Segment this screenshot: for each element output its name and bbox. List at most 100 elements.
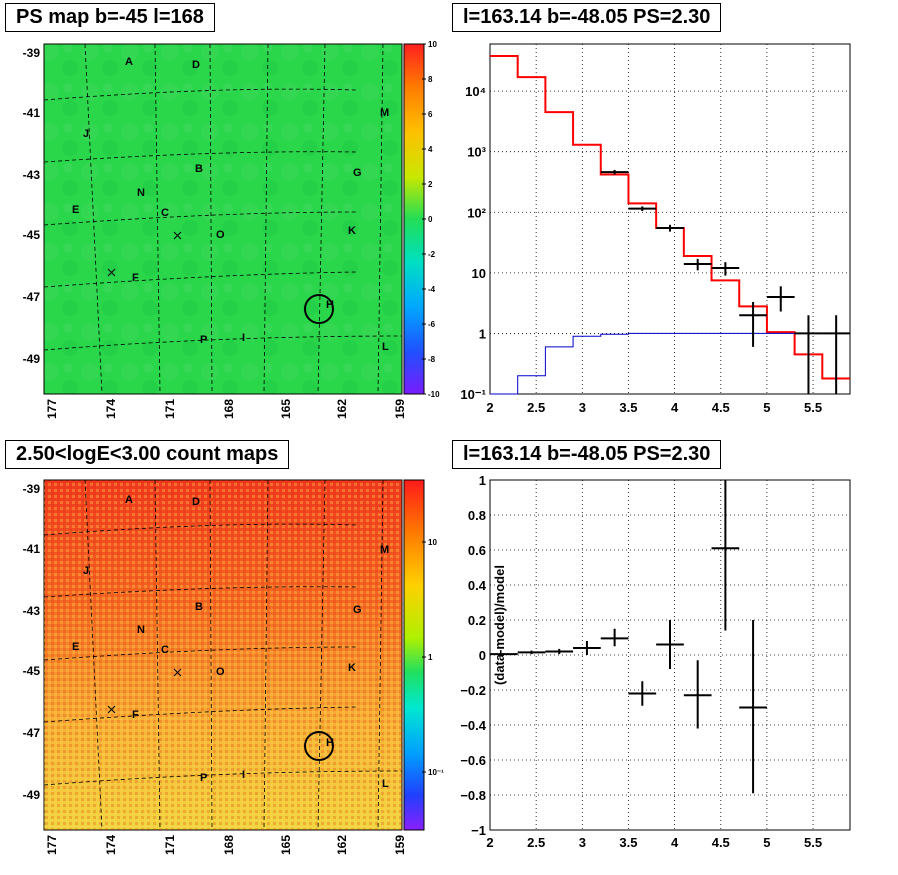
map-x-tick-label: 177 (45, 835, 59, 855)
svg-text:K: K (348, 225, 356, 237)
map-x-tick-label: 168 (222, 835, 236, 855)
spectrum-data-point (711, 262, 740, 276)
svg-text:F: F (132, 709, 139, 721)
residual-y-tick-label: −0.4 (460, 718, 486, 733)
svg-text:L: L (382, 341, 389, 353)
spectrum-x-tick-label: 2.5 (527, 400, 545, 415)
svg-text:F: F (132, 272, 139, 284)
residual-x-tick-label: 3 (579, 835, 586, 850)
svg-text:J: J (83, 565, 89, 577)
spectrum-x-tick-label: 3.5 (619, 400, 637, 415)
spectrum-y-tick-label: 1 (479, 326, 486, 341)
spectrum-data-point (600, 169, 629, 175)
residual-y-tick-label: 0.2 (468, 613, 486, 628)
map-x-tick-label: 174 (104, 835, 118, 855)
map-y-tick-label: -47 (23, 290, 41, 304)
count-map-colorbar (403, 479, 425, 831)
residual-title: l=163.14 b=-48.05 PS=2.30 (452, 440, 722, 469)
colorbar-tick-label: 1 (428, 653, 433, 662)
map-x-tick-label: 174 (104, 399, 118, 419)
map-y-tick-label: -47 (23, 726, 41, 740)
residual-x-tick-label: 2 (486, 835, 493, 850)
ps-map-heatmap (43, 43, 403, 395)
spectrum-x-tick-label: 3 (579, 400, 586, 415)
colorbar-tick-label: 10⁻¹ (428, 768, 444, 777)
map-x-tick-label: 171 (163, 835, 177, 855)
residual-y-tick-label: 0 (479, 648, 486, 663)
svg-text:M: M (380, 107, 389, 119)
residual-y-tick-label: −0.2 (460, 683, 486, 698)
ps-map-grid (43, 43, 403, 395)
svg-text:N: N (137, 624, 145, 636)
count-map-source-labels: A D M J B G N E C K O F H P I L (72, 494, 389, 790)
spectrum-data-point (656, 224, 684, 232)
svg-text:N: N (137, 187, 145, 199)
spectrum-data-point (794, 315, 823, 394)
spectrum-data-point (822, 315, 850, 394)
colorbar-tick-label: -8 (428, 355, 436, 364)
residual-y-tick-label: 1 (479, 473, 486, 488)
svg-text:I: I (242, 332, 245, 344)
map-y-tick-label: -43 (23, 168, 41, 182)
map-x-tick-label: 177 (45, 399, 59, 419)
svg-text:P: P (200, 772, 207, 784)
residual-y-tick-label: 0.8 (468, 508, 486, 523)
spectrum-data-point (628, 206, 657, 211)
spectrum-y-tick-label: 10 (472, 266, 486, 281)
svg-text:E: E (72, 641, 79, 653)
spectrum-x-tick-label: 5 (763, 400, 770, 415)
spectrum-y-tick-label: 10⁻¹ (460, 387, 486, 402)
residual-data-point (545, 648, 574, 655)
map-x-tick-label: 159 (393, 835, 407, 855)
residual-x-tick-label: 5 (763, 835, 770, 850)
spectrum-data-point (739, 302, 767, 347)
map-x-tick-label: 168 (222, 399, 236, 419)
colorbar-tick-label: 8 (428, 75, 433, 84)
count-map-target-circle (304, 731, 334, 761)
residual-data-point (517, 650, 546, 655)
residual-y-tick-label: 0.6 (468, 543, 486, 558)
colorbar-tick-label: -10 (428, 390, 440, 399)
ps-map-source-labels: A D M J B G N E C K O F H P I L (72, 56, 389, 353)
ps-map-title: PS map b=-45 l=168 (5, 3, 215, 32)
map-y-tick-label: -41 (23, 106, 41, 120)
svg-text:D: D (192, 59, 200, 71)
colorbar-tick-label: 0 (428, 215, 433, 224)
residual-data-point (683, 660, 712, 729)
svg-text:J: J (83, 128, 89, 140)
residual-x-tick-label: 4 (671, 835, 679, 850)
svg-text:I: I (242, 769, 245, 781)
spectrum-data-point (766, 286, 795, 312)
map-y-tick-label: -43 (23, 604, 41, 618)
svg-text:O: O (216, 666, 225, 678)
colorbar-tick-label: -4 (428, 285, 436, 294)
ps-map-target-circle (304, 294, 334, 324)
svg-text:C: C (161, 644, 169, 656)
colorbar-tick-label: -2 (428, 250, 436, 259)
map-x-tick-label: 162 (335, 835, 349, 855)
residual-data-point (711, 480, 740, 631)
map-x-tick-label: 165 (279, 835, 293, 855)
count-map-grid (43, 479, 403, 831)
map-x-tick-label: 162 (335, 399, 349, 419)
spectrum-y-tick-label: 10⁴ (465, 84, 486, 99)
residual-panel: 2 2.5 3 3.5 4 4.5 5 5.5 1 0.8 0.6 0.4 0.2 0 −0.2 −0.4 −0… (460, 473, 851, 850)
svg-text:A: A (125, 494, 133, 506)
map-y-tick-label: -49 (23, 352, 41, 366)
spectrum-y-tick-label: 10³ (467, 145, 486, 160)
residual-y-tick-label: −0.8 (460, 788, 486, 803)
residual-y-tick-label: 0.4 (468, 578, 487, 593)
residual-x-tick-label: 3.5 (619, 835, 637, 850)
svg-text:H: H (326, 737, 334, 749)
colorbar-tick-label: 10 (428, 40, 437, 49)
svg-text:P: P (200, 334, 207, 346)
residual-data-point (600, 628, 629, 647)
svg-text:C: C (161, 207, 169, 219)
count-map-panel: A D M J B G N E C K O F H P I L 10 1 10⁻¹ 177 174 171 1… (23, 479, 444, 855)
svg-text:G: G (353, 167, 362, 179)
map-x-tick-label: 171 (163, 399, 177, 419)
residual-x-tick-label: 5.5 (804, 835, 822, 850)
residual-y-axis-label: (data-model)/model (492, 565, 507, 685)
svg-text:O: O (216, 229, 225, 241)
spectrum-x-tick-label: 5.5 (804, 400, 822, 415)
